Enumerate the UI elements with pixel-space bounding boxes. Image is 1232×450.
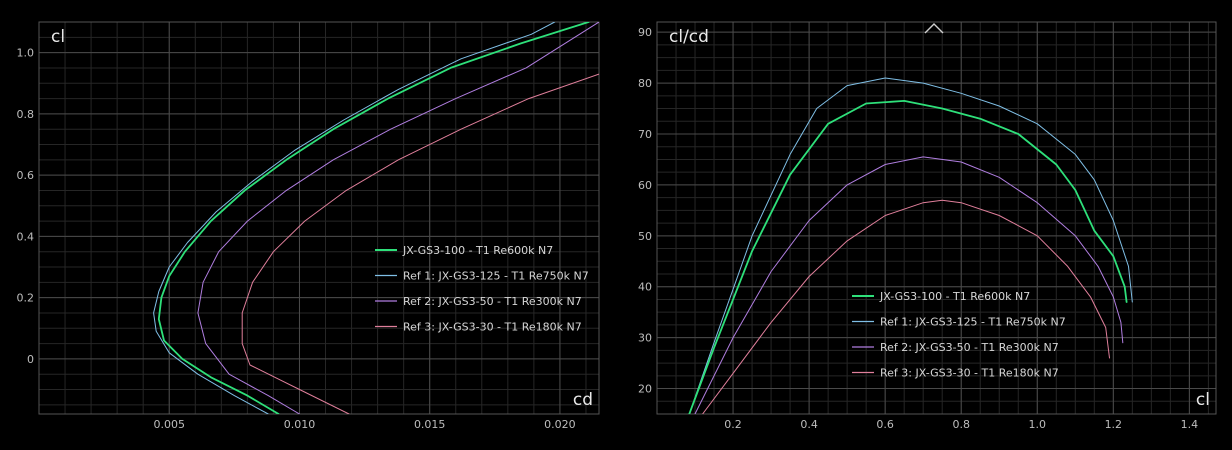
y-tick-label: 0.4 — [17, 230, 35, 243]
legend: JX-GS3-100 - T1 Re600k N7 Ref 1: JX-GS3-1… — [852, 290, 1066, 380]
y-tick-label: 40 — [638, 281, 652, 294]
x-tick-label: 0.6 — [876, 418, 894, 431]
x-axis-label: cd — [573, 390, 593, 410]
y-tick-label: 0.6 — [17, 169, 35, 182]
series-line-2 — [197, 22, 599, 414]
series-line-1 — [688, 77, 1133, 414]
series-line-0 — [157, 22, 590, 414]
grid — [38, 21, 599, 414]
chart-cl-vs-cd: 0.005 0.010 0.015 0.020 0 0.2 0.4 0.6 0.8 1.0 cl cd… — [17, 21, 600, 431]
x-tick-label: 0.010 — [284, 418, 316, 431]
y-tick-label: 30 — [638, 332, 652, 345]
legend-entry: Ref 2: JX-GS3-50 - T1 Re300k N7 — [880, 341, 1059, 354]
x-tick-label: 1.2 — [1105, 418, 1123, 431]
series-lines — [153, 22, 599, 414]
series-line-0 — [688, 100, 1128, 414]
series-line-3 — [241, 73, 599, 414]
y-tick-label: 60 — [638, 179, 652, 192]
legend-entry: Ref 1: JX-GS3-125 - T1 Re750k N7 — [880, 316, 1066, 329]
chevron-up-icon[interactable] — [924, 23, 944, 34]
y-axis-label: cl — [51, 27, 65, 47]
y-tick-label: 0.8 — [17, 108, 35, 121]
grid — [656, 22, 1216, 415]
legend: JX-GS3-100 - T1 Re600k N7 Ref 1: JX-GS3-1… — [375, 244, 589, 334]
series-line-2 — [694, 156, 1124, 414]
x-tick-label: 0.020 — [544, 418, 576, 431]
legend-entry: Ref 3: JX-GS3-30 - T1 Re180k N7 — [880, 367, 1059, 380]
legend-entry: Ref 3: JX-GS3-30 - T1 Re180k N7 — [403, 321, 582, 334]
chart-clcd-vs-cl: 0.2 0.4 0.6 0.8 1.0 1.2 1.4 20 30 40 50 60 70 80 90 cl/… — [638, 21, 1217, 431]
y-tick-label: 20 — [638, 383, 652, 396]
plot-frame — [38, 21, 600, 415]
x-tick-label: 0.4 — [800, 418, 818, 431]
legend-entry: Ref 1: JX-GS3-125 - T1 Re750k N7 — [403, 270, 589, 283]
y-tick-label: 70 — [638, 128, 652, 141]
x-tick-label: 0.8 — [952, 418, 970, 431]
y-tick-label: 80 — [638, 77, 652, 90]
y-tick-label: 0.2 — [17, 292, 35, 305]
plot-frame — [656, 21, 1217, 415]
x-tick-label: 0.015 — [414, 418, 446, 431]
x-tick-label: 0.2 — [724, 418, 742, 431]
series-lines — [688, 77, 1133, 414]
legend-entry: JX-GS3-100 - T1 Re600k N7 — [879, 290, 1030, 303]
y-tick-label: 1.0 — [17, 47, 35, 60]
x-tick-label: 0.005 — [153, 418, 185, 431]
x-tick-label: 1.0 — [1029, 418, 1047, 431]
x-axis-label: cl — [1196, 390, 1210, 410]
series-line-1 — [153, 22, 556, 414]
x-tick-label: 1.4 — [1181, 418, 1199, 431]
legend-entry: Ref 2: JX-GS3-50 - T1 Re300k N7 — [403, 295, 582, 308]
y-tick-label: 50 — [638, 230, 652, 243]
legend-entry: JX-GS3-100 - T1 Re600k N7 — [402, 244, 553, 257]
y-tick-label: 90 — [638, 26, 652, 39]
y-axis-label: cl/cd — [669, 27, 709, 47]
series-line-3 — [702, 199, 1110, 414]
y-tick-label: 0 — [27, 353, 34, 366]
